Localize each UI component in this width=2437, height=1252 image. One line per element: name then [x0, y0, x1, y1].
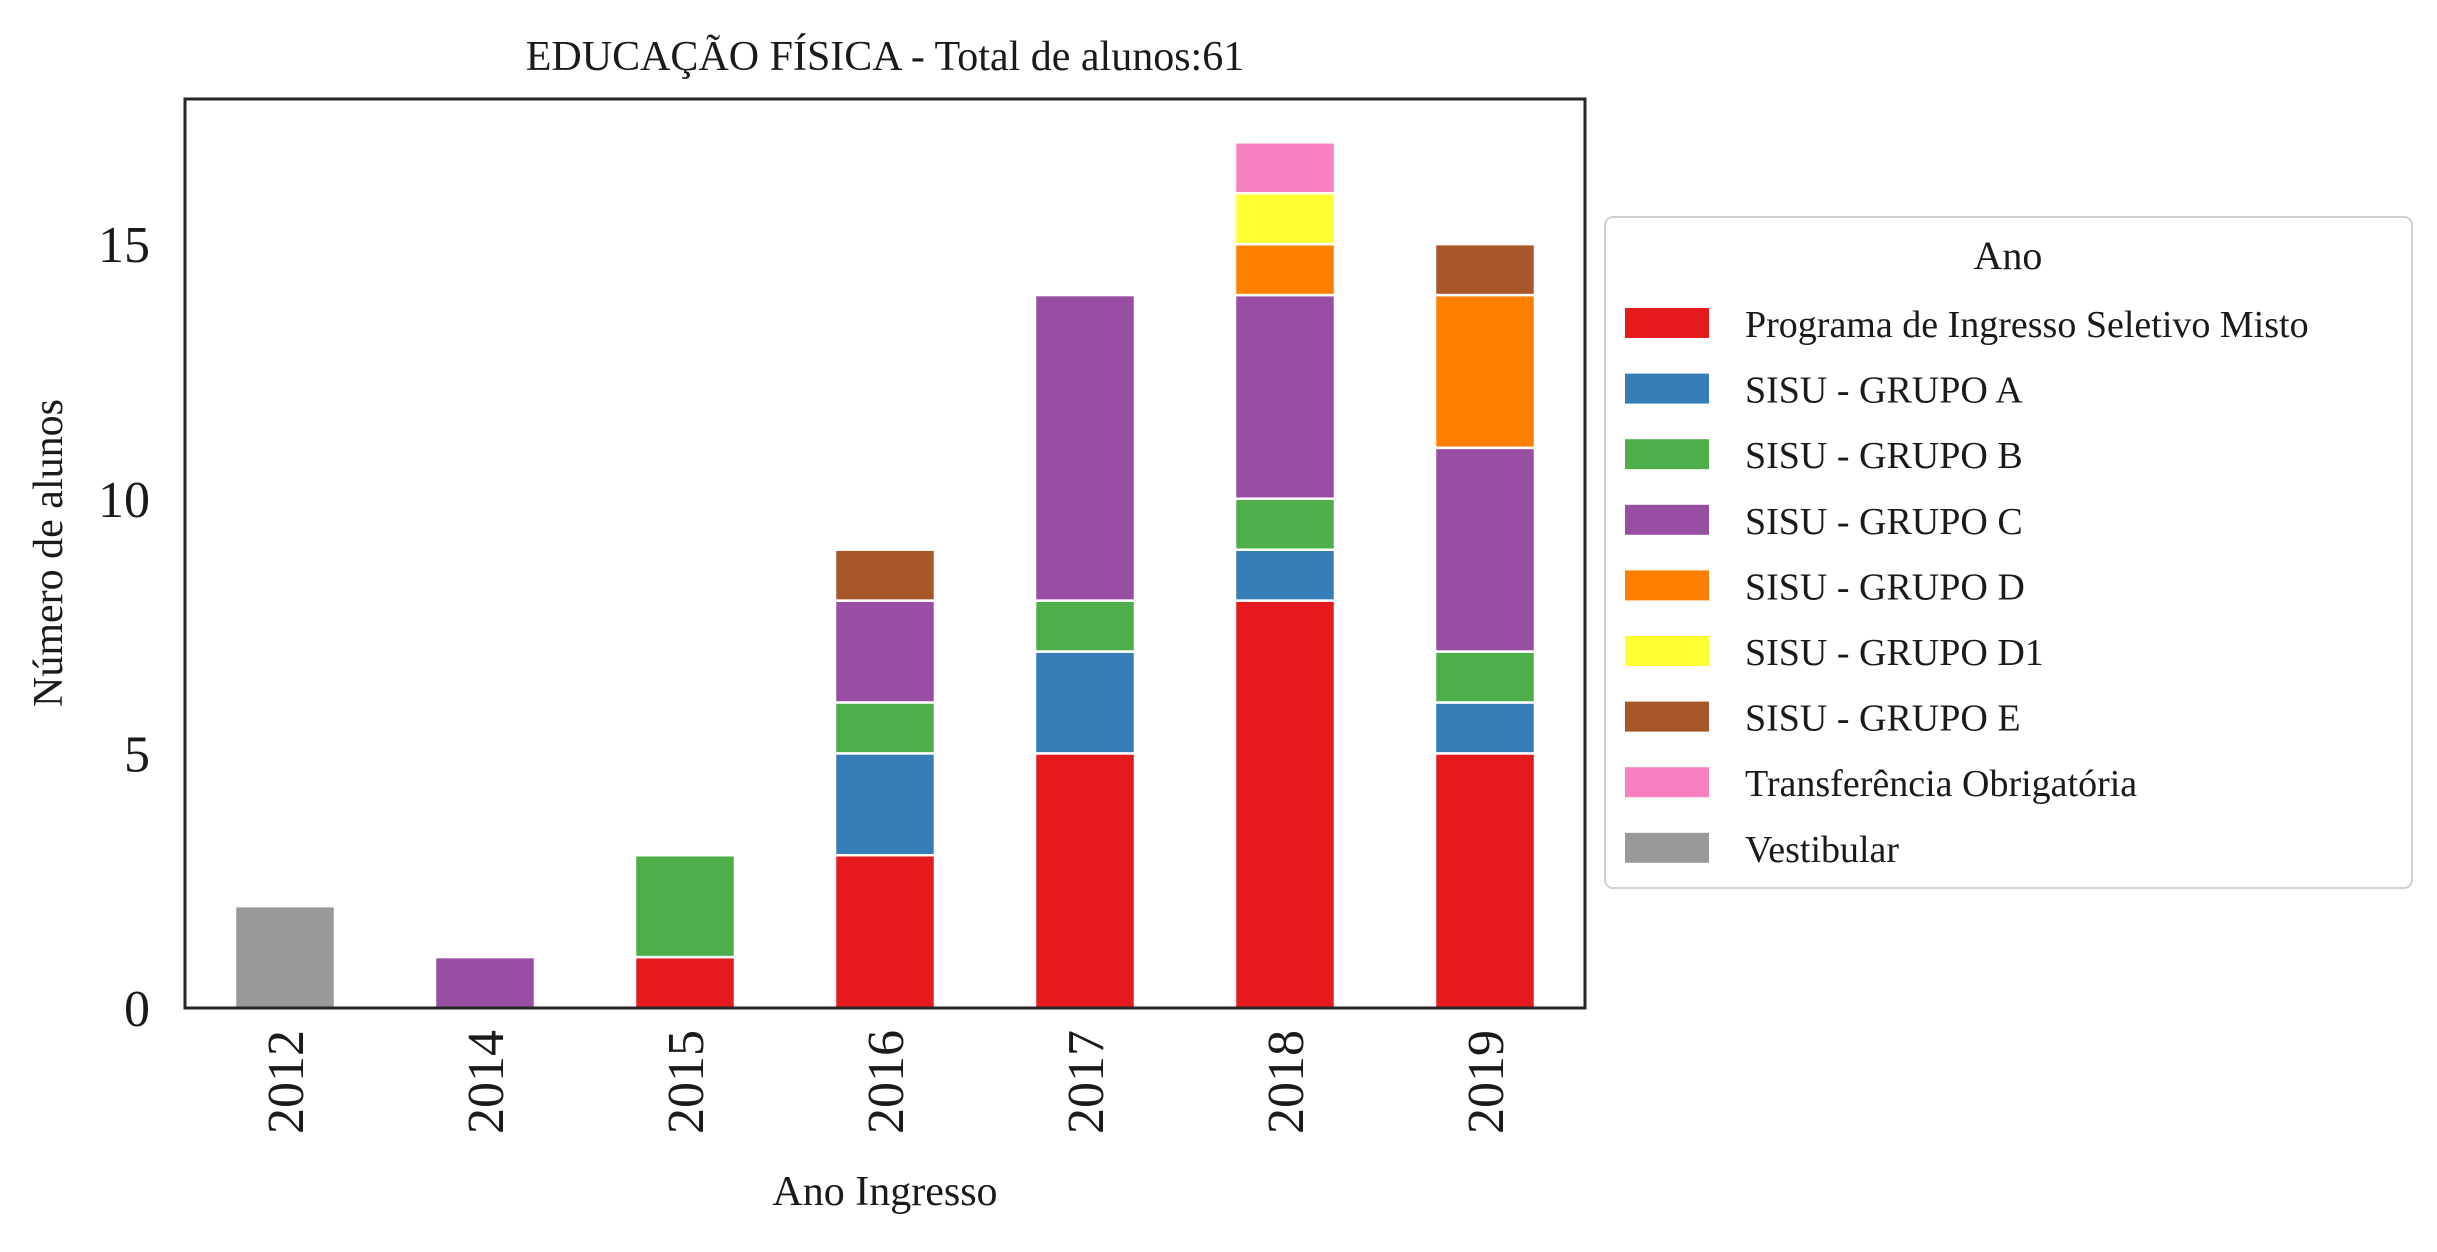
- bar-segment: [1433, 242, 1537, 297]
- bar-segment: [833, 853, 937, 1010]
- legend-items: Programa de Ingresso Seletivo Misto SISU …: [1625, 304, 2309, 871]
- legend-swatch: [1625, 701, 1709, 732]
- bar-segment: [1233, 191, 1337, 246]
- legend-label: SISU - GRUPO D: [1745, 566, 2025, 608]
- legend-swatch: [1625, 832, 1709, 863]
- y-tick-label: 0: [124, 981, 150, 1038]
- x-axis-label: Ano Ingresso: [772, 1169, 997, 1215]
- bar-segment: [833, 752, 937, 857]
- y-tick-label: 15: [98, 217, 150, 274]
- x-axis-ticks: 2012 2014 2015 2016 2017 2018 2019: [258, 1030, 1515, 1134]
- x-tick-label: 2017: [1058, 1030, 1115, 1134]
- bar-segment: [1233, 497, 1337, 551]
- x-tick-label: 2018: [1258, 1030, 1315, 1134]
- bar-segment: [1233, 293, 1337, 501]
- legend-swatch: [1625, 570, 1709, 601]
- bars-layer: [233, 141, 1537, 1010]
- y-axis-ticks: 0 5 10 15: [98, 217, 150, 1038]
- legend-title: Ano: [1974, 233, 2043, 278]
- bar-segment: [1033, 752, 1137, 1010]
- bar-segment: [633, 853, 737, 959]
- bar-segment: [1233, 141, 1337, 195]
- bar-segment: [1233, 242, 1337, 297]
- x-tick-label: 2012: [258, 1030, 315, 1134]
- x-tick-label: 2019: [1458, 1030, 1515, 1134]
- bar-segment: [833, 701, 937, 755]
- y-tick-label: 5: [124, 726, 150, 783]
- legend: Ano Programa de Ingresso Seletivo Misto S…: [1604, 216, 2413, 889]
- bar-segment: [833, 548, 937, 602]
- bar-segment: [833, 599, 937, 704]
- chart-title: EDUCAÇÃO FÍSICA - Total de alunos:61: [526, 33, 1244, 80]
- legend-label: SISU - GRUPO A: [1745, 370, 2023, 412]
- bar-segment: [233, 904, 337, 1010]
- legend-swatch: [1625, 373, 1709, 404]
- legend-label: SISU - GRUPO C: [1745, 501, 2023, 543]
- x-tick-label: 2014: [458, 1030, 515, 1134]
- legend-label: Vestibular: [1745, 829, 1899, 871]
- bar-segment: [1433, 446, 1537, 653]
- plot-area-frame: [183, 97, 1587, 1010]
- legend-swatch: [1625, 308, 1709, 338]
- legend-label: Transferência Obrigatória: [1745, 763, 2137, 805]
- bar-segment: [1233, 599, 1337, 1010]
- legend-label: SISU - GRUPO D1: [1745, 632, 2044, 674]
- bar-segment: [1433, 701, 1537, 755]
- bar-segment: [1233, 548, 1337, 602]
- bar-segment: [1033, 650, 1137, 755]
- bar-segment: [1033, 599, 1137, 653]
- bar-segment: [1033, 293, 1137, 602]
- y-axis-label: Número de alunos: [26, 399, 72, 707]
- legend-swatch: [1625, 767, 1709, 798]
- y-tick-label: 10: [98, 472, 150, 529]
- legend-swatch: [1625, 439, 1709, 470]
- legend-label: Programa de Ingresso Seletivo Misto: [1745, 304, 2309, 346]
- bar-segment: [1433, 293, 1537, 450]
- legend-label: SISU - GRUPO E: [1745, 698, 2021, 740]
- legend-label: SISU - GRUPO B: [1745, 435, 2023, 477]
- x-tick-label: 2015: [658, 1030, 715, 1134]
- legend-swatch: [1625, 504, 1709, 535]
- bar-segment: [1433, 650, 1537, 704]
- bar-segment: [433, 955, 537, 1010]
- x-tick-label: 2016: [858, 1030, 915, 1134]
- bar-segment: [1433, 752, 1537, 1010]
- legend-swatch: [1625, 636, 1709, 666]
- legend-frame: [1604, 216, 2413, 889]
- bar-segment: [633, 955, 737, 1010]
